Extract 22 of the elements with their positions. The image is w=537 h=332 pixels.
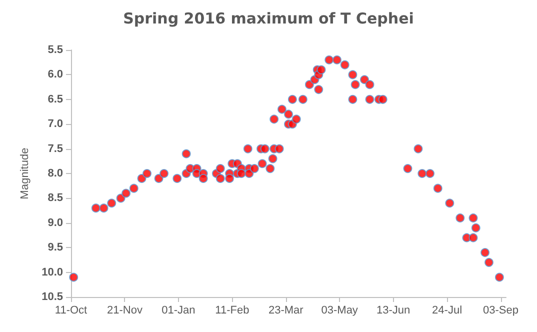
x-tick-label: 01-Jan <box>162 304 196 316</box>
y-tick-label: 6.5 <box>48 93 63 106</box>
y-tick-label: 9.5 <box>48 242 63 254</box>
chart-title: Spring 2016 maximum of T Cephei <box>123 10 414 28</box>
x-tick-label: 11-Oct <box>54 304 88 316</box>
y-tick-label: 8.0 <box>48 168 63 180</box>
y-tick-label: 10.5 <box>42 291 63 303</box>
y-tick-label: 5.5 <box>48 44 63 56</box>
x-tick-label: 03-Sep <box>483 304 518 316</box>
x-tick-label: 24-Jul <box>432 304 462 316</box>
y-tick-label: 7.0 <box>48 118 63 130</box>
y-tick-label: 9.0 <box>48 216 63 229</box>
x-tick-label: 21-Nov <box>106 304 143 316</box>
y-axis-title: Magnitude <box>19 148 32 200</box>
y-tick-label: 10.0 <box>42 266 63 278</box>
y-tick-label: 7.5 <box>48 142 63 155</box>
x-tick-label: 03-May <box>321 304 358 316</box>
y-tick-label: 8.5 <box>48 192 63 204</box>
x-tick-label: 23-Mar <box>268 304 304 316</box>
x-tick-label: 11-Feb <box>215 304 250 316</box>
y-tick-label: 6.0 <box>48 68 63 81</box>
x-tick-label: 13-Jun <box>376 304 410 316</box>
